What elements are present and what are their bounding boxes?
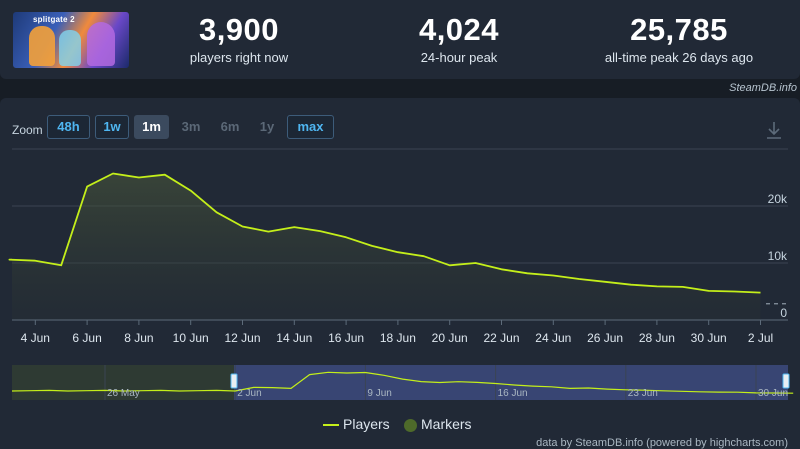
x-tick-label: 28 Jun: [639, 331, 675, 345]
character-art: [59, 30, 81, 66]
marker-swatch-icon: [404, 418, 417, 432]
zoom-1y-button: 1y: [259, 119, 275, 134]
navigator-labels: 26 May 2 Jun 9 Jun 16 Jun 23 Jun 30 Jun: [107, 388, 788, 399]
zoom-48h-button[interactable]: 48h: [47, 115, 90, 139]
navigator-tick-label: 30 Jun: [758, 388, 788, 399]
legend-item-players[interactable]: Players: [323, 416, 390, 432]
zoom-max-button[interactable]: max: [287, 115, 334, 139]
x-tick-label: 8 Jun: [124, 331, 153, 345]
x-tick-label: 24 Jun: [535, 331, 571, 345]
stat-label: all-time peak 26 days ago: [604, 50, 754, 65]
chart-legend: Players Markers: [0, 416, 800, 434]
zoom-3m-button: 3m: [181, 119, 201, 134]
navigator-tick-label: 9 Jun: [367, 388, 391, 399]
x-tick-label: 26 Jun: [587, 331, 623, 345]
zoom-label: Zoom: [12, 123, 43, 137]
y-tick-label: 0: [780, 306, 787, 320]
navigator-selected-window[interactable]: [234, 365, 788, 400]
navigator-tick-label: 2 Jun: [237, 388, 261, 399]
navigator-grid: [104, 365, 757, 400]
x-tick-label: 2 Jul: [748, 331, 773, 345]
x-tick-label: 18 Jun: [380, 331, 416, 345]
stat-24h-peak: 4,024 24-hour peak: [369, 12, 549, 65]
stat-label: players right now: [189, 50, 289, 65]
navigator-tick-label: 26 May: [107, 388, 140, 399]
stats-panel: splitgate 2 3,900 players right now 4,02…: [0, 0, 800, 79]
stat-value: 25,785: [630, 12, 728, 47]
x-tick-label: 22 Jun: [483, 331, 519, 345]
x-tick-label: 4 Jun: [21, 331, 50, 345]
navigator[interactable]: 26 May 2 Jun 9 Jun 16 Jun 23 Jun 30 Jun: [0, 364, 800, 402]
chart-credits[interactable]: data by SteamDB.info (powered by highcha…: [536, 437, 788, 449]
y-tick-label: 10k: [768, 249, 788, 263]
stat-all-time-peak: 25,785 all-time peak 26 days ago: [589, 12, 769, 65]
steamdb-link[interactable]: SteamDB.info: [729, 82, 797, 94]
navigator-line: [11, 371, 794, 394]
stat-label: 24-hour peak: [420, 50, 498, 65]
game-header-image[interactable]: splitgate 2: [13, 12, 129, 68]
zoom-1w-button[interactable]: 1w: [95, 115, 129, 139]
players-area: [9, 173, 761, 320]
x-tick-label: 16 Jun: [328, 331, 364, 345]
download-icon[interactable]: [765, 120, 783, 140]
stat-value: 4,024: [418, 12, 500, 47]
zoom-1m-button[interactable]: 1m: [134, 115, 169, 139]
players-line: [8, 172, 761, 294]
stat-current-players: 3,900 players right now: [149, 12, 329, 65]
character-art: [87, 22, 115, 66]
x-tick-label: 30 Jun: [691, 331, 727, 345]
player-count-chart[interactable]: 0 10k 20k 4 Jun 6 Jun 8 Jun 10 Jun 12 Jun 14 Ju…: [0, 140, 800, 355]
line-swatch-icon: [323, 424, 339, 427]
x-axis: 4 Jun 6 Jun 8 Jun 10 Jun 12 Jun 14 Jun 16 Jun 1…: [12, 319, 788, 345]
x-tick-label: 14 Jun: [276, 331, 312, 345]
game-logo: splitgate 2: [33, 15, 75, 24]
stat-value: 3,900: [198, 12, 280, 47]
x-tick-label: 6 Jun: [72, 331, 101, 345]
y-axis-labels: 0 10k 20k: [768, 192, 788, 320]
navigator-tick-label: 23 Jun: [628, 388, 658, 399]
character-art: [29, 26, 55, 66]
navigator-unselected-area: [12, 365, 234, 400]
navigator-handle-left[interactable]: [230, 373, 238, 389]
navigator-tick-label: 16 Jun: [498, 388, 528, 399]
x-tick-label: 20 Jun: [432, 331, 468, 345]
navigator-handle-right[interactable]: [782, 373, 790, 389]
x-tick-label: 10 Jun: [173, 331, 209, 345]
zoom-6m-button: 6m: [220, 119, 240, 134]
legend-item-markers[interactable]: Markers: [404, 416, 472, 432]
y-tick-label: 20k: [768, 192, 788, 206]
x-tick-label: 12 Jun: [224, 331, 260, 345]
